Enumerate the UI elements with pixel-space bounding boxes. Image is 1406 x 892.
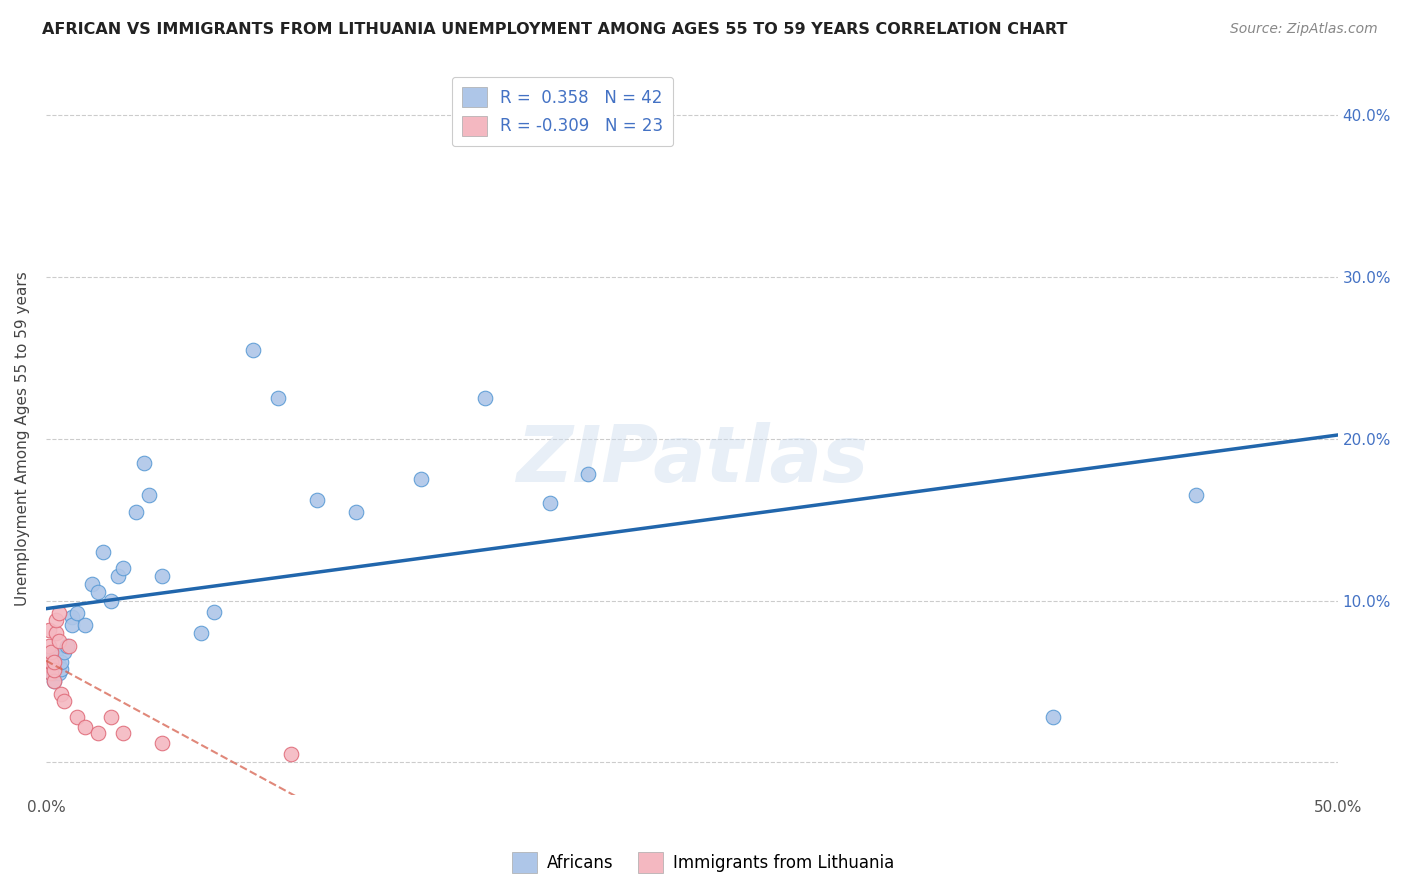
Point [45, 613, 67, 627]
Point [51, 661, 73, 675]
Point [48, 634, 70, 648]
Point [42, 658, 65, 673]
Point [280, 747, 302, 762]
Point [190, 626, 212, 640]
Point [86, 585, 108, 599]
Point [42, 655, 65, 669]
Point [73, 617, 96, 632]
Point [39, 658, 62, 673]
Text: AFRICAN VS IMMIGRANTS FROM LITHUANIA UNEMPLOYMENT AMONG AGES 55 TO 59 YEARS CORR: AFRICAN VS IMMIGRANTS FROM LITHUANIA UNE… [42, 22, 1067, 37]
Point [125, 505, 148, 519]
Point [38, 639, 60, 653]
Point [409, 472, 432, 486]
Point [48, 666, 70, 681]
Point [242, 343, 264, 357]
Point [55, 639, 77, 653]
Point [150, 569, 173, 583]
Point [1184, 488, 1206, 502]
Point [42, 674, 65, 689]
Text: ZIPatlas: ZIPatlas [516, 422, 868, 498]
Point [112, 561, 135, 575]
Point [60, 617, 83, 632]
Point [73, 720, 96, 734]
Point [578, 467, 600, 482]
Point [307, 493, 329, 508]
Point [267, 392, 290, 406]
Point [202, 605, 225, 619]
Point [42, 674, 65, 689]
Point [134, 456, 156, 470]
Point [48, 658, 70, 673]
Point [474, 392, 496, 406]
Point [42, 663, 65, 677]
Point [100, 593, 122, 607]
Point [39, 645, 62, 659]
Point [91, 545, 114, 559]
Point [42, 666, 65, 681]
Point [45, 626, 67, 640]
Point [150, 736, 173, 750]
Legend: Africans, Immigrants from Lithuania: Africans, Immigrants from Lithuania [505, 846, 901, 880]
Point [344, 505, 367, 519]
Point [39, 666, 62, 681]
Point [82, 577, 104, 591]
Point [138, 488, 160, 502]
Point [66, 710, 89, 724]
Text: Source: ZipAtlas.com: Source: ZipAtlas.com [1230, 22, 1378, 37]
Point [38, 623, 60, 637]
Point [39, 655, 62, 669]
Point [45, 658, 67, 673]
Point [51, 687, 73, 701]
Point [538, 496, 561, 510]
Point [51, 655, 73, 669]
Point [100, 710, 122, 724]
Point [38, 658, 60, 673]
Point [48, 607, 70, 621]
Point [38, 658, 60, 673]
Point [66, 607, 89, 621]
Point [1042, 710, 1064, 724]
Point [39, 650, 62, 665]
Point [39, 666, 62, 681]
Point [58, 639, 80, 653]
Point [53, 645, 76, 659]
Point [107, 569, 129, 583]
Y-axis label: Unemployment Among Ages 55 to 59 years: Unemployment Among Ages 55 to 59 years [15, 271, 30, 607]
Point [112, 726, 135, 740]
Point [60, 609, 83, 624]
Point [45, 650, 67, 665]
Legend: R =  0.358   N = 42, R = -0.309   N = 23: R = 0.358 N = 42, R = -0.309 N = 23 [451, 77, 673, 146]
Point [86, 726, 108, 740]
Point [38, 650, 60, 665]
Point [53, 694, 76, 708]
